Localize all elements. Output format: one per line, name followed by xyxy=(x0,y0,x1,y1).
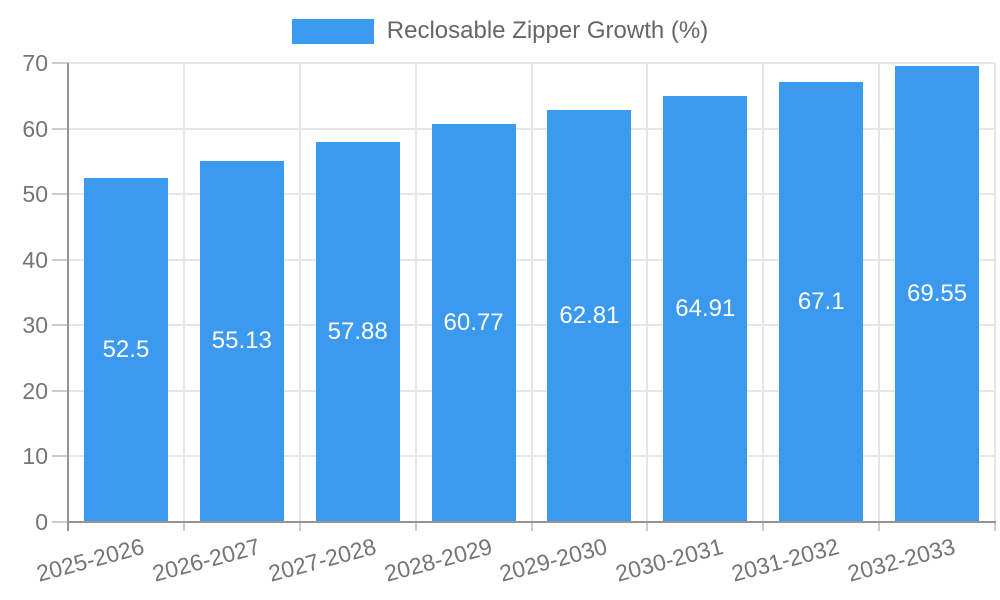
y-axis-tick-label: 20 xyxy=(22,377,48,404)
x-axis-tick xyxy=(414,522,417,531)
x-axis-tick xyxy=(182,522,185,531)
bar[interactable] xyxy=(663,96,748,522)
x-axis-label: 2032-2033 xyxy=(844,533,958,587)
x-axis-tick xyxy=(298,522,301,531)
bar[interactable] xyxy=(431,123,516,522)
y-axis-tick xyxy=(52,455,68,458)
x-gridline xyxy=(530,63,533,522)
x-gridline xyxy=(414,63,417,522)
y-axis-tick-label: 50 xyxy=(22,181,48,208)
bar[interactable] xyxy=(547,110,632,522)
x-axis-tick xyxy=(994,522,996,531)
x-gridline xyxy=(878,63,881,522)
legend-item[interactable]: Reclosable Zipper Growth (%) xyxy=(0,17,1000,45)
bar[interactable] xyxy=(83,177,168,522)
bar[interactable] xyxy=(199,160,284,522)
x-axis-label: 2026-2027 xyxy=(149,533,263,587)
x-axis-label: 2028-2029 xyxy=(381,533,495,587)
x-axis-line xyxy=(67,521,996,523)
bar[interactable] xyxy=(315,142,400,522)
bar[interactable] xyxy=(779,82,864,522)
y-axis-tick-label: 30 xyxy=(22,312,48,339)
x-axis-label: 2031-2032 xyxy=(728,533,842,587)
legend-label: Reclosable Zipper Growth (%) xyxy=(386,17,709,44)
x-axis-label: 2029-2030 xyxy=(497,533,611,587)
x-axis-label: 2027-2028 xyxy=(265,533,379,587)
x-gridline xyxy=(298,63,301,522)
y-axis-tick xyxy=(52,324,68,327)
y-axis-tick-label: 40 xyxy=(22,246,48,273)
y-axis-tick-label: 0 xyxy=(35,509,48,535)
y-axis-tick-label: 70 xyxy=(22,50,48,76)
x-gridline xyxy=(762,63,765,522)
bar[interactable] xyxy=(895,65,980,522)
y-axis-tick xyxy=(52,127,68,130)
y-axis-tick xyxy=(52,258,68,261)
x-axis-tick xyxy=(646,522,649,531)
y-axis-tick xyxy=(52,193,68,196)
x-axis-tick xyxy=(762,522,765,531)
y-axis-tick-label: 60 xyxy=(22,115,48,142)
x-axis-tick xyxy=(530,522,533,531)
x-gridline xyxy=(646,63,649,522)
y-axis-line xyxy=(67,63,69,531)
y-axis-tick-label: 10 xyxy=(22,443,48,470)
legend-swatch xyxy=(291,18,374,44)
x-axis-tick xyxy=(878,522,881,531)
x-gridline xyxy=(994,63,996,522)
y-axis-tick xyxy=(52,62,68,64)
y-axis-tick xyxy=(52,389,68,392)
y-axis-tick xyxy=(52,521,68,523)
x-axis-label: 2025-2026 xyxy=(33,533,147,587)
x-gridline xyxy=(182,63,185,522)
x-axis-label: 2030-2031 xyxy=(613,533,727,587)
